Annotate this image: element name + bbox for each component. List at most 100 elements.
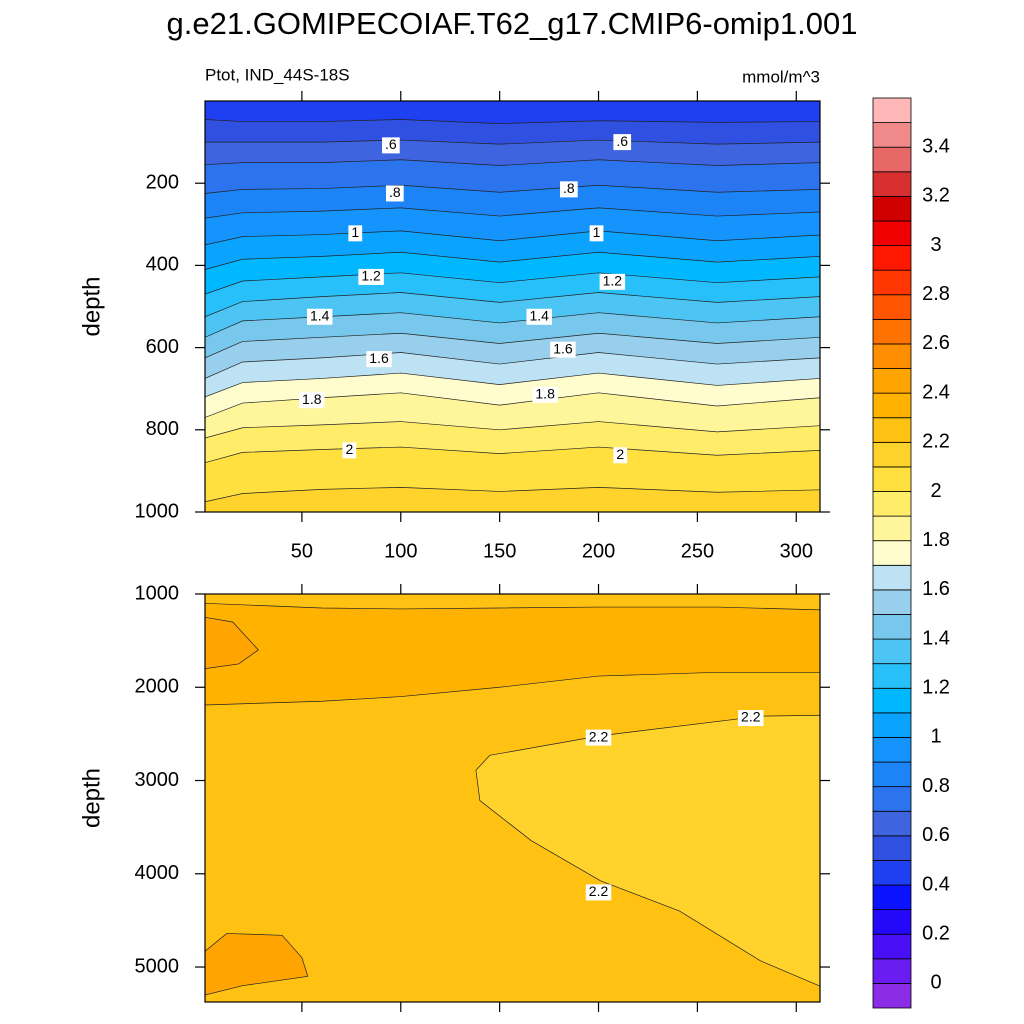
colorbar-box (872, 392, 912, 419)
colorbar-box (872, 97, 912, 123)
contour-label: 1.4 (529, 307, 549, 323)
y-tick-label: 2000 (135, 676, 180, 698)
contour-label: 1.8 (302, 391, 322, 407)
y-axis-label: depth (78, 276, 105, 336)
colorbar-box (872, 441, 912, 468)
contour-label: 1.8 (535, 386, 555, 402)
units: mmol/m^3 (742, 67, 820, 86)
contour-line (205, 251, 820, 270)
colorbar-box (872, 983, 912, 1009)
contour-label-box (366, 351, 392, 368)
contour-label: 2 (616, 446, 624, 462)
contour-label-box (526, 308, 552, 325)
contour-label-box (613, 134, 632, 151)
colorbar-box (872, 687, 912, 714)
colorbar-box (872, 835, 912, 861)
contour-label: 2.2 (741, 709, 761, 725)
contour-line (205, 272, 820, 295)
contour-label-box (306, 308, 333, 325)
colorbar-tick-label: 2.8 (922, 283, 950, 305)
contour-label: .6 (385, 136, 397, 152)
colorbar-box (872, 122, 912, 148)
colorbar-box (872, 663, 912, 689)
contour-label-box (382, 137, 400, 154)
y-tick-label: 5000 (135, 955, 180, 977)
contour-line (205, 207, 820, 219)
colorbar-box (872, 245, 912, 271)
colorbar-box (872, 491, 912, 517)
y-tick-label: 4000 (135, 862, 180, 884)
contour-label: 1.6 (369, 350, 389, 366)
colorbar-box (872, 368, 912, 394)
contour-label: 1.6 (553, 340, 573, 356)
y-tick-label: 3000 (135, 769, 180, 791)
plot-area: 2.2 2.2 2.2 (205, 594, 820, 1002)
colorbar-box (872, 195, 912, 222)
subtitle: Ptot, IND_44S-18S (205, 65, 350, 84)
y-tick-label: 1000 (135, 500, 180, 522)
colorbar-box (872, 712, 912, 738)
colorbar-tick-label: 2 (930, 480, 941, 502)
contour-label-box (358, 268, 384, 285)
colorbar-box (872, 860, 912, 886)
x-tick-label: 250 (681, 540, 714, 562)
contour-line (205, 446, 820, 464)
contour-line (205, 119, 820, 124)
colorbar-box (872, 958, 912, 984)
contour-label: .6 (616, 133, 628, 149)
colorbar-box (872, 318, 912, 345)
chart-title: g.e21.GOMIPECOIAF.T62_g17.CMIP6-omip1.00… (167, 6, 858, 41)
contour-line (205, 139, 820, 145)
colorbar-box (872, 466, 912, 492)
colorbar-tick-label: 1.2 (922, 677, 950, 699)
contour-line (205, 421, 820, 439)
colorbar-box (872, 638, 912, 665)
contour-label: .8 (389, 184, 401, 200)
contour-line (205, 292, 820, 318)
contour-line (205, 230, 820, 246)
colorbar-tick-label: 3.2 (922, 185, 950, 207)
contour-label-box (348, 225, 363, 242)
contour-line (205, 372, 820, 398)
colorbar-tick-label: 0 (930, 972, 941, 994)
colorbar-tick-label: 3 (930, 234, 941, 256)
contour-area (205, 616, 259, 669)
contour-line (205, 184, 820, 194)
contour-label-box (589, 225, 604, 242)
colorbar-box (872, 933, 912, 960)
colorbar-box (872, 786, 912, 812)
colorbar-box (872, 564, 912, 591)
y-tick-label: 200 (146, 171, 179, 193)
x-tick-label: 200 (582, 540, 615, 562)
contour-label-box (599, 273, 626, 290)
contour-label: 2.2 (589, 883, 609, 899)
contour-label: 2.2 (589, 728, 609, 744)
contour-line (205, 332, 820, 359)
contour-label: .8 (563, 180, 575, 196)
contour-line (205, 159, 820, 166)
contour-label-box (550, 341, 576, 358)
y-tick-label: 400 (146, 254, 179, 276)
x-tick-label: 50 (291, 540, 313, 562)
colorbar-box (872, 884, 912, 911)
colorbar-box (872, 540, 912, 566)
contour-band (205, 487, 820, 512)
x-tick-label: 150 (483, 540, 516, 562)
contour-line (205, 312, 820, 338)
colorbar-box (872, 417, 912, 443)
colorbar-box (872, 810, 912, 837)
colorbar-tick-label: 0.4 (922, 873, 950, 895)
contour-line (205, 392, 820, 418)
contour-label-box (385, 185, 404, 202)
colorbar-box (872, 737, 912, 763)
colorbar-tick-label: 3.4 (922, 135, 950, 157)
colorbar-box (872, 761, 912, 788)
colorbar-box (872, 171, 912, 197)
colorbar-tick-label: 1.8 (922, 529, 950, 551)
x-tick-label: 300 (780, 540, 813, 562)
colorbar-tick-label: 0.2 (922, 922, 950, 944)
colorbar-tick-label: 0.8 (922, 775, 950, 797)
contour-label-box (585, 729, 612, 746)
contour-label-box (738, 710, 764, 727)
